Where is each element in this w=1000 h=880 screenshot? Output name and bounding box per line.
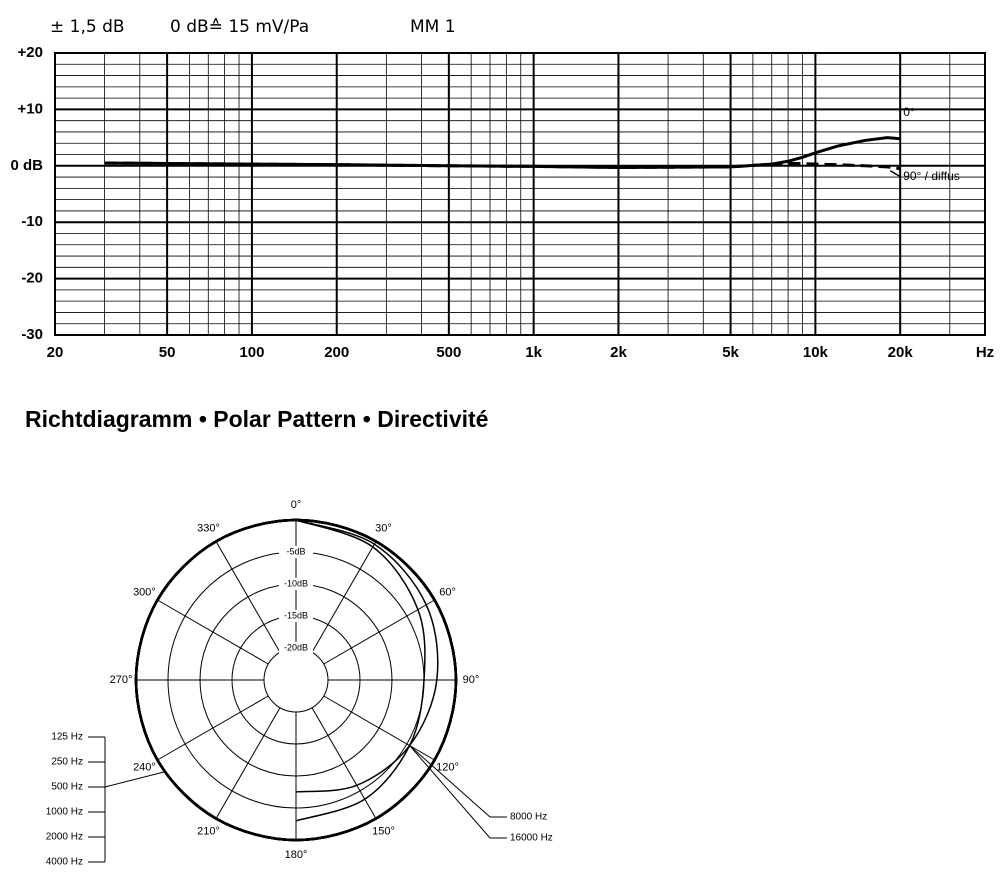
- legend-leader: [409, 745, 507, 839]
- legend-leader: [104, 771, 166, 788]
- y-tick-label: -30: [21, 326, 43, 343]
- angle-label: 240°: [133, 761, 156, 773]
- angle-label: 120°: [436, 761, 459, 773]
- x-tick-label: 200: [324, 344, 349, 361]
- polar-curve: [295, 519, 426, 822]
- ring-grid-line: [263, 647, 329, 713]
- angle-label: 330°: [197, 522, 220, 534]
- x-tick-label: 500: [436, 344, 461, 361]
- polar-curve: [295, 519, 439, 793]
- legend-label: 250 Hz: [51, 757, 83, 768]
- legend-leader: [409, 745, 507, 818]
- ring-label-bg: [279, 610, 313, 622]
- ring-label-bg: [279, 546, 313, 558]
- x-axis-label: Hz: [976, 344, 994, 361]
- angle-label: 210°: [197, 825, 220, 837]
- y-tick-label: 0 dB: [10, 157, 43, 174]
- ring-label-bg: [279, 642, 313, 654]
- x-tick-label: 5k: [722, 344, 739, 361]
- ring-label: -20dB: [284, 642, 308, 652]
- legend-label: 2000 Hz: [46, 832, 83, 843]
- polar-curve: [134, 518, 458, 842]
- legend-label: 1000 Hz: [46, 807, 83, 818]
- y-tick-label: +10: [18, 100, 43, 117]
- response-line: [104, 136, 901, 169]
- angle-label: 30°: [375, 522, 392, 534]
- sensitivity: 0 dB≙ 15 mV/Pa: [170, 17, 309, 37]
- series-label: 90° / diffus: [903, 169, 960, 183]
- ring-label: -15dB: [284, 610, 308, 620]
- y-tick-label: -20: [21, 270, 43, 287]
- legend-label: 16000 Hz: [510, 833, 553, 844]
- ring-label: -5dB: [286, 546, 305, 556]
- x-tick-label: 20: [47, 344, 64, 361]
- angle-label: 60°: [439, 586, 456, 598]
- legend-label: 125 Hz: [51, 732, 83, 743]
- x-tick-label: 2k: [610, 344, 627, 361]
- legend-label: 4000 Hz: [46, 857, 83, 868]
- angle-label: 270°: [110, 674, 133, 686]
- angle-label: 150°: [372, 825, 395, 837]
- ring-label: -10dB: [284, 578, 308, 588]
- ring-label-bg: [279, 578, 313, 590]
- x-tick-label: 1k: [525, 344, 542, 361]
- x-tick-label: 20k: [888, 344, 914, 361]
- x-tick-label: 10k: [803, 344, 829, 361]
- model: MM 1: [410, 17, 456, 37]
- legend-label: 8000 Hz: [510, 812, 547, 823]
- tolerance: ± 1,5 dB: [50, 17, 125, 37]
- legend-label: 500 Hz: [51, 782, 83, 793]
- angle-label: 0°: [291, 499, 302, 511]
- section-title: Richtdiagramm • Polar Pattern • Directiv…: [25, 406, 488, 432]
- x-tick-label: 50: [159, 344, 176, 361]
- angle-label: 90°: [463, 674, 480, 686]
- label-leader: [889, 169, 901, 178]
- angle-label: 300°: [133, 586, 156, 598]
- x-tick-label: 100: [239, 344, 264, 361]
- y-tick-label: +20: [18, 44, 43, 61]
- angle-label: 180°: [285, 849, 308, 861]
- plot-frame: [54, 52, 986, 336]
- y-tick-label: -10: [21, 213, 43, 230]
- series-label: 0°: [903, 105, 915, 119]
